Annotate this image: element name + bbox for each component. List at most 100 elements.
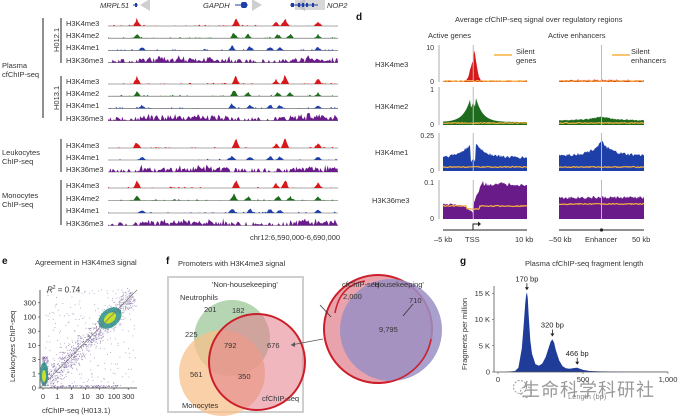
track-label: H3K4me1 bbox=[66, 43, 100, 53]
group-label-line: Monocytes bbox=[2, 191, 39, 200]
group-label-plasma: Plasma cfChIP-seq bbox=[2, 61, 39, 79]
enhancer-dot-icon bbox=[599, 228, 604, 232]
r2-value: = 0.74 bbox=[55, 285, 81, 295]
ytick-label: 0.25 bbox=[420, 133, 434, 140]
active-genes-profile bbox=[443, 143, 527, 171]
venn-title-non-housekeeping: 'Non-housekeeping' bbox=[212, 280, 278, 289]
diagonal-line bbox=[39, 289, 138, 389]
track-label: H3K4me2 bbox=[66, 31, 100, 41]
legend-text: Silent bbox=[631, 47, 650, 56]
silent-line bbox=[442, 165, 528, 169]
ytick-label: 0 bbox=[430, 122, 434, 129]
signal-area bbox=[108, 75, 338, 84]
panel-f-title: Promoters with H3K4me3 signal bbox=[178, 259, 286, 268]
signal-area bbox=[108, 208, 338, 213]
group-brackets bbox=[42, 18, 62, 225]
signal-area bbox=[108, 193, 338, 201]
connector-arrow bbox=[290, 338, 324, 346]
profile-row-h3k36me3: 0.10 bbox=[424, 180, 645, 223]
xtick-tss: TSS bbox=[465, 235, 480, 244]
gene-model-mrpl51 bbox=[133, 0, 150, 11]
xtick-label: 30 bbox=[96, 392, 104, 401]
signal-area bbox=[108, 17, 338, 26]
r2-r: R bbox=[47, 285, 53, 295]
watermark-text: 生命科学科研社 bbox=[522, 380, 655, 401]
legend-text: enhancers bbox=[631, 56, 667, 65]
track-h3k36me3 bbox=[108, 164, 338, 173]
xtick-label: 500 bbox=[577, 375, 590, 384]
ytick-label: 5 K bbox=[479, 341, 490, 350]
ytick-label: 0 bbox=[430, 168, 434, 175]
group-label-line: ChIP-seq bbox=[2, 157, 34, 166]
active-genes-profile bbox=[443, 98, 527, 125]
track-h3k4me2 bbox=[108, 193, 338, 201]
fragment-length-histogram: 0 5 K 10 K 15 K 0 500 1,000 170 bp 320 bp 466 bp bbox=[475, 274, 678, 384]
ytick-label: 1 bbox=[32, 369, 36, 378]
count-neutrophils-only: 201 bbox=[204, 305, 217, 314]
gene-model-nop2 bbox=[290, 0, 325, 11]
track-h3k36me3 bbox=[108, 55, 338, 63]
signal-area bbox=[108, 218, 338, 226]
venn-label-cfchip-right: cfChIP-seq bbox=[342, 280, 380, 289]
signal-area bbox=[108, 103, 338, 109]
r-squared-label: R2 = 0.74 bbox=[47, 284, 80, 295]
ytick-label: 0 bbox=[486, 368, 490, 377]
track-label: H3K36me3 bbox=[66, 165, 104, 174]
chart-title: Plasma cfChIP-seq fragment length bbox=[525, 259, 644, 268]
count-all-three: 792 bbox=[224, 341, 237, 350]
legend-silent-genes: Silent genes bbox=[516, 47, 536, 65]
gene-model-gapdh bbox=[235, 0, 262, 11]
xtick-label: 100 bbox=[108, 392, 121, 401]
track-label: H3K4me1 bbox=[66, 101, 100, 111]
track-label: H3K4me2 bbox=[66, 193, 100, 203]
venn-label-monocytes: Monocytes bbox=[182, 401, 219, 410]
signal-area bbox=[108, 164, 338, 172]
legend-text: genes bbox=[516, 56, 537, 65]
xtick-10kb: 10 kb bbox=[515, 235, 534, 244]
arrow-down-icon bbox=[575, 361, 580, 365]
count-cfchip-only: 2,000 bbox=[343, 292, 362, 301]
track-label: H3K36me3 bbox=[66, 113, 104, 123]
legend-silent-enhancers: Silent enhancers bbox=[631, 47, 666, 65]
xtick-label: 0 bbox=[496, 375, 500, 384]
ytick-label: 100 bbox=[23, 313, 36, 322]
xtick-label: 300 bbox=[122, 392, 135, 401]
arrow-down-icon bbox=[524, 287, 529, 291]
signal-area bbox=[108, 33, 338, 39]
profile-row-h3k4me2: 10 bbox=[430, 87, 645, 129]
track-h3k36me3 bbox=[108, 218, 338, 226]
panel-letter-e: e bbox=[2, 256, 8, 267]
xtick-label: 0 bbox=[41, 392, 45, 401]
track-h3k4me1 bbox=[108, 103, 338, 109]
count-neut-mono: 225 bbox=[185, 330, 198, 339]
ytick-label: 0 bbox=[430, 216, 434, 223]
peak-annotation: 466 bp bbox=[566, 349, 589, 358]
group-label-line: Plasma bbox=[2, 61, 28, 70]
track-h3k4me3 bbox=[108, 180, 338, 189]
ytick-label: 15 K bbox=[475, 289, 490, 298]
panel-e-title: Agreement in H3K4me3 signal bbox=[35, 258, 137, 267]
xtick-minus50kb: –50 kb bbox=[549, 235, 572, 244]
strand-arrow-left-icon bbox=[140, 0, 150, 11]
gene-annotation-track bbox=[133, 0, 325, 11]
silent-line bbox=[442, 121, 528, 125]
profile-row-h3k4me3: 10 0 bbox=[426, 45, 645, 86]
ytick-label: 0 bbox=[32, 384, 36, 393]
peak-annotation: 320 bp bbox=[541, 320, 564, 329]
legend-text: Silent bbox=[516, 47, 535, 56]
venn-label-cfchip-left: cfChIP-seq bbox=[262, 394, 300, 403]
wechat-logo-icon bbox=[513, 380, 532, 398]
arrow-down-icon bbox=[550, 333, 555, 337]
signal-area bbox=[108, 155, 338, 160]
group-label-line: cfChIP-seq bbox=[2, 70, 40, 79]
count-neut-cf: 182 bbox=[232, 306, 245, 315]
track-h3k4me3 bbox=[108, 17, 338, 27]
track-label: H3K4me3 bbox=[66, 181, 100, 190]
track-label: H3K4me1 bbox=[66, 206, 100, 215]
profile-row-h3k4me1: 0.25 0 bbox=[420, 133, 645, 175]
tss-arrow-icon bbox=[472, 223, 478, 230]
track-h3k36me3 bbox=[108, 113, 338, 121]
venn-diagrams bbox=[167, 274, 442, 416]
